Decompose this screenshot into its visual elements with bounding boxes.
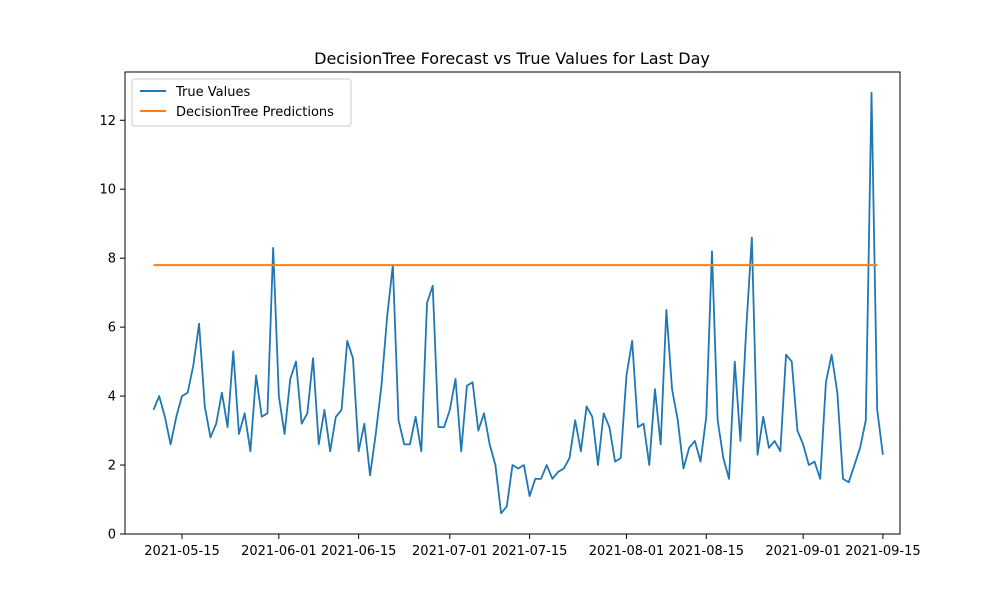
x-tick-label: 2021-06-01 <box>241 544 317 559</box>
x-axis: 2021-05-15 2021-06-01 2021-06-15 2021-07-01… <box>144 534 921 559</box>
x-tick-label: 2021-07-01 <box>412 544 488 559</box>
legend-label-true-values: True Values <box>175 85 250 100</box>
y-tick-label: 0 <box>108 528 116 543</box>
y-tick-label: 2 <box>108 459 116 474</box>
x-tick-label: 2021-06-15 <box>321 544 397 559</box>
plot-area-frame <box>124 71 901 535</box>
x-tick-label: 2021-08-01 <box>589 544 665 559</box>
y-tick-label: 10 <box>99 183 116 198</box>
series-layer <box>152 91 884 515</box>
x-tick-label: 2021-05-15 <box>144 544 220 559</box>
y-tick-label: 6 <box>108 321 116 336</box>
legend: True Values DecisionTree Predictions <box>131 78 352 127</box>
x-tick-label: 2021-07-15 <box>492 544 568 559</box>
x-tick-label: 2021-09-01 <box>765 544 841 559</box>
y-tick-label: 8 <box>108 252 116 267</box>
y-tick-label: 4 <box>108 390 116 405</box>
x-tick-label: 2021-09-15 <box>845 544 921 559</box>
y-axis: 0 2 4 6 8 10 12 <box>99 114 125 543</box>
y-tick-label: 12 <box>99 114 116 129</box>
series-line-true-values <box>152 91 884 515</box>
x-tick-label: 2021-08-15 <box>668 544 744 559</box>
legend-label-decisiontree-predictions: DecisionTree Predictions <box>176 105 334 120</box>
chart-title: DecisionTree Forecast vs True Values for… <box>314 49 710 68</box>
legend-box <box>131 78 352 127</box>
